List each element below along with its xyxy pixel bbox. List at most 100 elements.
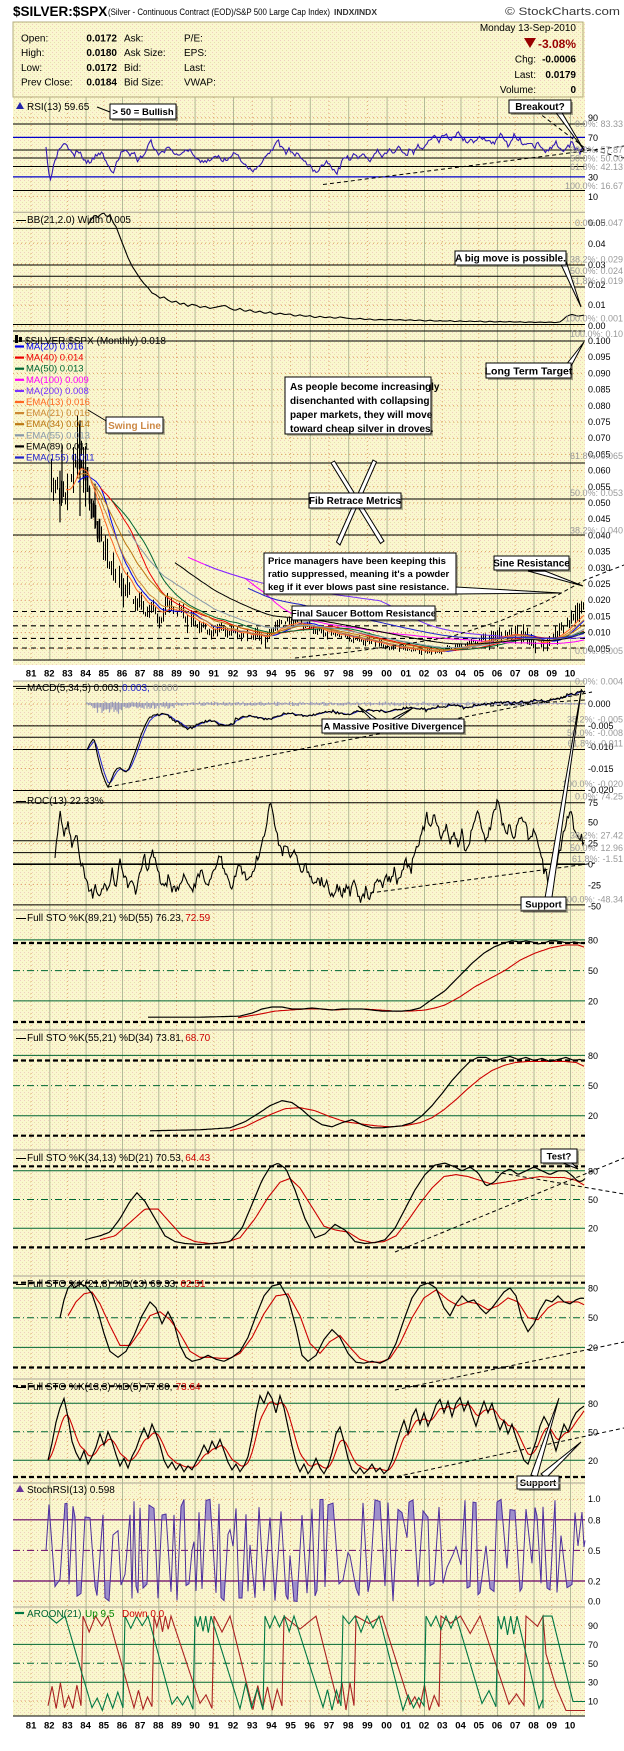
svg-text:paper markets, they will move: paper markets, they will move	[290, 410, 433, 421]
svg-text:0.080: 0.080	[588, 401, 611, 411]
svg-text:-50: -50	[588, 902, 601, 912]
svg-text:30: 30	[588, 1678, 598, 1688]
svg-text:Full STO %K(89,21) %D(55) 76.2: Full STO %K(89,21) %D(55) 76.23,	[27, 913, 184, 924]
svg-text:0.0%: 83.33: 0.0%: 83.33	[575, 119, 623, 129]
svg-text:Sine Resistance: Sine Resistance	[493, 559, 570, 570]
svg-text:98: 98	[343, 669, 354, 680]
svg-text:80: 80	[588, 935, 598, 945]
svg-text:06: 06	[492, 669, 503, 680]
svg-text:05: 05	[474, 1721, 485, 1732]
svg-text:81: 81	[26, 1721, 37, 1732]
svg-text:02: 02	[419, 669, 430, 680]
svg-text:EMA(21) 0.016: EMA(21) 0.016	[26, 408, 90, 419]
svg-text:$SILVER:$SPX (Monthly) 0.018: $SILVER:$SPX (Monthly) 0.018	[25, 336, 166, 347]
svg-text:StochRSI(13) 0.598: StochRSI(13) 0.598	[27, 1485, 115, 1496]
svg-text:0.075: 0.075	[588, 417, 611, 427]
svg-text:30: 30	[588, 173, 598, 183]
svg-text:—: —	[16, 1382, 26, 1393]
svg-text:0.0%: 0.005: 0.0%: 0.005	[575, 646, 623, 656]
svg-text:ROC(13) 22.33%: ROC(13) 22.33%	[27, 796, 104, 807]
svg-text:82: 82	[44, 669, 55, 680]
svg-text:91: 91	[209, 1721, 220, 1732]
svg-text:87: 87	[135, 669, 146, 680]
svg-text:25: 25	[588, 839, 598, 849]
svg-text:0.04: 0.04	[588, 239, 606, 249]
svg-text:38.2%: 57.87: 38.2%: 57.87	[570, 145, 623, 155]
svg-text:0.003,: 0.003,	[122, 683, 150, 694]
svg-text:Down 0.0: Down 0.0	[122, 1609, 165, 1620]
svg-text:86: 86	[117, 1721, 128, 1732]
svg-text:Support: Support	[525, 900, 562, 911]
svg-text:50: 50	[588, 966, 598, 976]
svg-text:0: 0	[588, 860, 593, 870]
svg-text:-0.005: -0.005	[588, 721, 614, 731]
svg-text:-3.08%: -3.08%	[538, 37, 576, 51]
svg-text:0.0184: 0.0184	[86, 78, 117, 89]
svg-text:61.8%: -0.011: 61.8%: -0.011	[568, 739, 623, 749]
svg-text:83: 83	[62, 669, 73, 680]
svg-text:RSI(13) 59.65: RSI(13) 59.65	[27, 102, 90, 113]
svg-text:A Massive Positive Divergence: A Massive Positive Divergence	[323, 721, 462, 732]
svg-text:Test?: Test?	[547, 1152, 572, 1163]
svg-text:80: 80	[588, 1284, 598, 1294]
svg-text:61.8%: 0.019: 61.8%: 0.019	[570, 276, 623, 286]
svg-text:20: 20	[588, 1111, 598, 1121]
svg-text:—: —	[16, 913, 26, 924]
svg-text:0.020: 0.020	[588, 595, 611, 605]
svg-text:Swing Line: Swing Line	[108, 421, 161, 432]
svg-text:07: 07	[510, 669, 521, 680]
svg-text:0.030: 0.030	[588, 563, 611, 573]
svg-text:50: 50	[588, 1427, 598, 1437]
svg-text:100.0%: -0.020: 100.0%: -0.020	[562, 779, 623, 789]
svg-text:72.59: 72.59	[185, 913, 210, 924]
svg-text:BB(21,2.0) Width 0.005: BB(21,2.0) Width 0.005	[27, 215, 131, 226]
svg-text:EMA(55) 0.013: EMA(55) 0.013	[26, 430, 90, 441]
svg-text:100.0%: 0.10: 100.0%: 0.10	[570, 329, 623, 339]
svg-text:Chg:: Chg:	[515, 55, 536, 66]
svg-text:disenchanted with collapsing: disenchanted with collapsing	[290, 396, 429, 407]
svg-text:85: 85	[99, 669, 110, 680]
svg-text:$SILVER:$SPX: $SILVER:$SPX	[13, 4, 107, 19]
svg-text:AROON(21): AROON(21)	[27, 1609, 81, 1620]
svg-text:10: 10	[565, 669, 576, 680]
svg-text:0.055: 0.055	[588, 482, 611, 492]
svg-text:Up 9.5: Up 9.5	[85, 1609, 115, 1620]
svg-text:92: 92	[228, 669, 239, 680]
svg-text:Volume:: Volume:	[500, 85, 536, 96]
svg-text:0.025: 0.025	[588, 579, 611, 589]
svg-text:MACD(5,34,5) 0.003,: MACD(5,34,5) 0.003,	[27, 683, 122, 694]
svg-text:20: 20	[588, 1343, 598, 1353]
svg-text:81: 81	[26, 669, 37, 680]
svg-text:84: 84	[80, 1721, 91, 1732]
svg-text:0.090: 0.090	[588, 368, 611, 378]
svg-text:—: —	[16, 1033, 26, 1044]
svg-text:10: 10	[588, 192, 598, 202]
svg-text:0.040: 0.040	[588, 530, 611, 540]
svg-text:06: 06	[492, 1721, 503, 1732]
svg-text:50.0%: 0.024: 50.0%: 0.024	[570, 266, 623, 276]
svg-text:99: 99	[362, 669, 373, 680]
svg-text:0.045: 0.045	[588, 514, 611, 524]
svg-text:A big move is possible.: A big move is possible.	[455, 254, 566, 265]
svg-text:0.015: 0.015	[588, 611, 611, 621]
svg-text:08: 08	[528, 1721, 539, 1732]
svg-text:0.060: 0.060	[588, 466, 611, 476]
svg-text:0.05: 0.05	[588, 218, 606, 228]
svg-text:-0.0006: -0.0006	[542, 55, 576, 66]
svg-text:100.0%: -48.34: 100.0%: -48.34	[562, 895, 623, 905]
svg-text:93: 93	[247, 1721, 258, 1732]
svg-text:(Silver - Continuous Contract: (Silver - Continuous Contract (EOD)/S&P …	[108, 7, 330, 17]
svg-text:0.0180: 0.0180	[86, 48, 117, 59]
svg-text:20: 20	[588, 1224, 598, 1234]
svg-text:Breakout?: Breakout?	[515, 102, 564, 113]
svg-text:—: —	[16, 796, 26, 807]
svg-text:Prev Close:: Prev Close:	[21, 78, 73, 89]
svg-text:0.005: 0.005	[588, 644, 611, 654]
svg-text:> 50 = Bullish: > 50 = Bullish	[112, 107, 173, 118]
svg-text:ratio suppressed, meaning it's: ratio suppressed, meaning it's a powder	[268, 569, 450, 580]
svg-text:02: 02	[419, 1721, 430, 1732]
svg-text:62.51: 62.51	[180, 1279, 205, 1290]
svg-text:0.035: 0.035	[588, 547, 611, 557]
svg-text:0.2: 0.2	[588, 1577, 601, 1587]
svg-text:0.000: 0.000	[588, 699, 611, 709]
